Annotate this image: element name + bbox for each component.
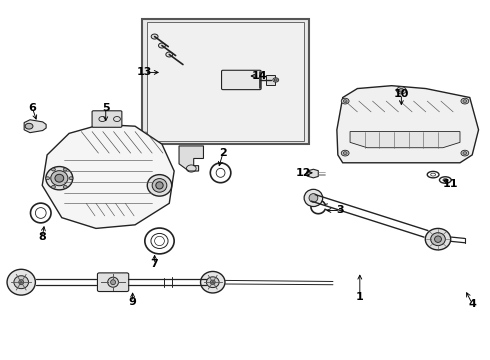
FancyBboxPatch shape: [143, 19, 309, 144]
Ellipse shape: [108, 277, 119, 287]
Circle shape: [63, 185, 67, 188]
Ellipse shape: [210, 280, 215, 284]
Ellipse shape: [435, 236, 441, 242]
Polygon shape: [337, 86, 479, 163]
Circle shape: [46, 177, 49, 180]
Polygon shape: [179, 146, 203, 171]
Text: 4: 4: [468, 299, 476, 309]
FancyBboxPatch shape: [92, 111, 122, 127]
Circle shape: [461, 150, 469, 156]
Ellipse shape: [309, 194, 318, 202]
Circle shape: [461, 98, 469, 104]
Text: 11: 11: [442, 179, 458, 189]
Text: 1: 1: [356, 292, 364, 302]
Circle shape: [399, 89, 404, 92]
Ellipse shape: [425, 228, 451, 250]
Ellipse shape: [46, 167, 73, 190]
Circle shape: [343, 100, 347, 103]
Ellipse shape: [51, 171, 68, 186]
Text: 10: 10: [393, 89, 409, 99]
Circle shape: [273, 78, 279, 82]
FancyBboxPatch shape: [98, 273, 129, 292]
Ellipse shape: [111, 280, 116, 285]
Circle shape: [159, 43, 165, 48]
Circle shape: [151, 34, 158, 39]
Circle shape: [463, 152, 467, 154]
Circle shape: [51, 168, 55, 171]
Polygon shape: [42, 125, 174, 228]
Text: 2: 2: [219, 148, 227, 158]
Polygon shape: [24, 120, 46, 133]
Circle shape: [274, 79, 277, 81]
Ellipse shape: [147, 175, 172, 196]
Ellipse shape: [7, 269, 35, 295]
Ellipse shape: [55, 174, 64, 182]
Circle shape: [51, 185, 55, 188]
FancyBboxPatch shape: [221, 70, 261, 90]
Ellipse shape: [19, 280, 24, 285]
Ellipse shape: [200, 271, 225, 293]
Circle shape: [343, 152, 347, 154]
Polygon shape: [307, 169, 318, 178]
Text: 6: 6: [28, 103, 36, 113]
Text: 12: 12: [296, 168, 311, 178]
Text: 7: 7: [151, 259, 158, 269]
Ellipse shape: [152, 179, 167, 192]
Text: 14: 14: [252, 71, 268, 81]
Ellipse shape: [156, 182, 163, 189]
FancyBboxPatch shape: [147, 22, 304, 140]
Circle shape: [341, 150, 349, 156]
Ellipse shape: [206, 277, 219, 288]
Circle shape: [341, 98, 349, 104]
Text: 8: 8: [38, 232, 46, 242]
Circle shape: [396, 87, 406, 94]
Circle shape: [463, 100, 467, 103]
Text: 5: 5: [102, 103, 110, 113]
Circle shape: [63, 168, 67, 171]
Ellipse shape: [304, 189, 323, 207]
Ellipse shape: [14, 276, 28, 289]
Circle shape: [25, 123, 33, 129]
FancyBboxPatch shape: [266, 75, 275, 85]
Text: 13: 13: [137, 67, 152, 77]
Circle shape: [166, 52, 172, 57]
Text: 9: 9: [129, 297, 137, 307]
Text: 3: 3: [337, 206, 344, 216]
Ellipse shape: [431, 233, 445, 246]
Polygon shape: [350, 132, 460, 148]
Circle shape: [69, 177, 73, 180]
